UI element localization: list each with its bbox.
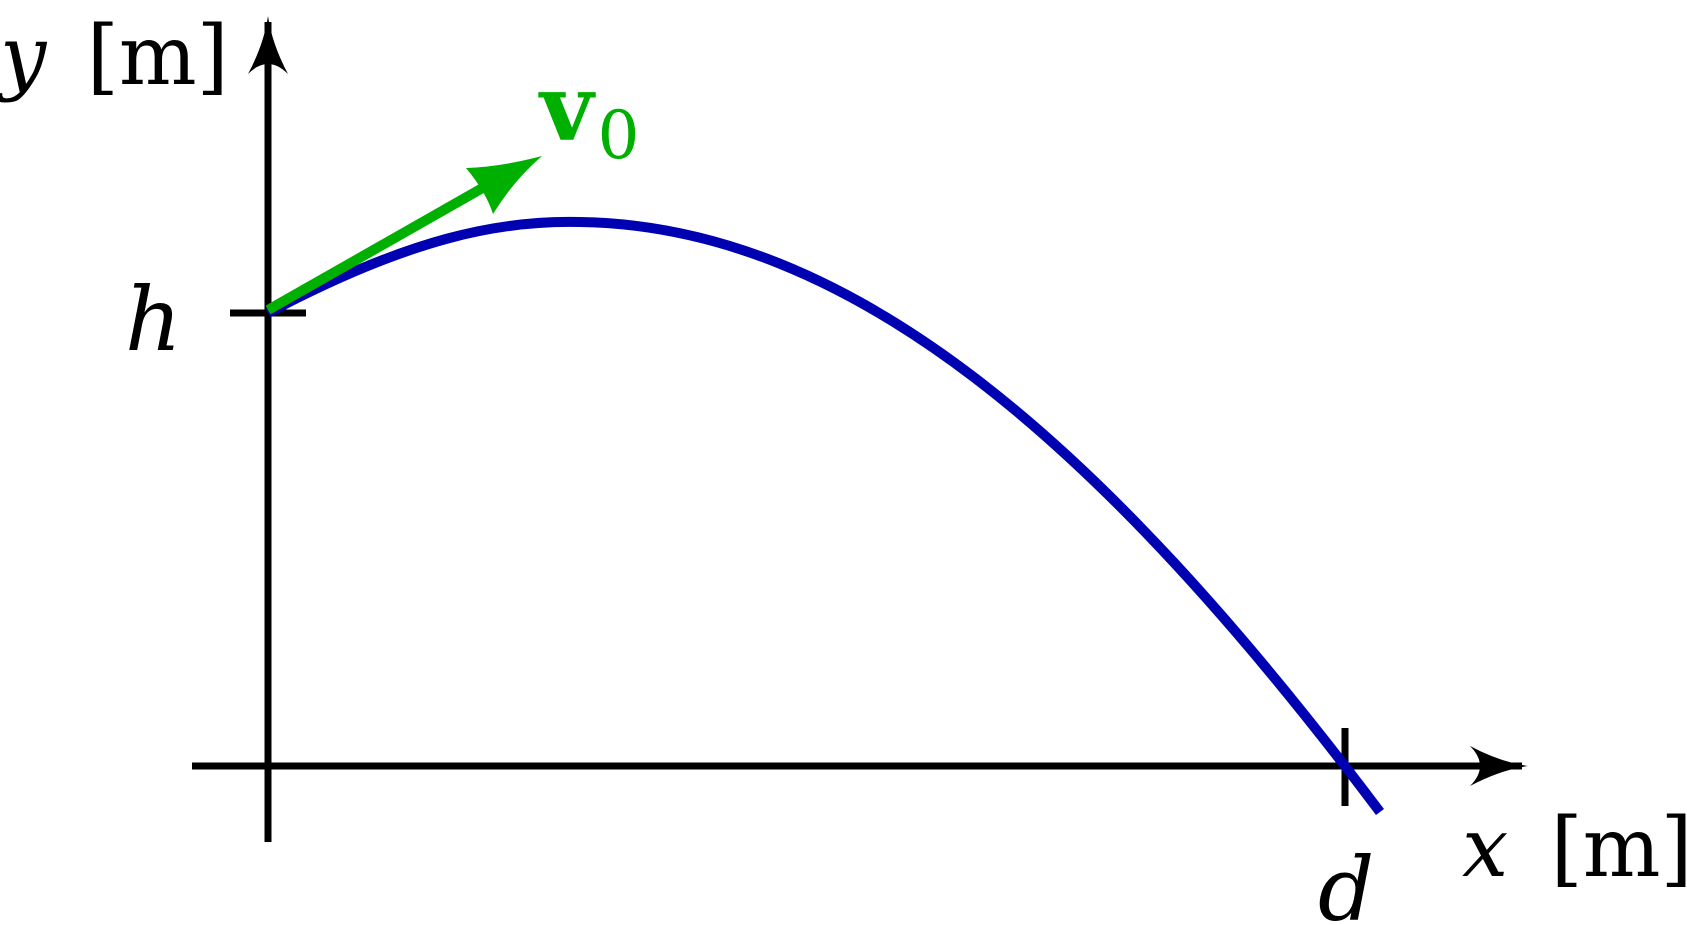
velocity-label: v 0 [538, 54, 639, 174]
y-axis-unit: [m] [87, 9, 229, 104]
x-axis-variable: x [1462, 801, 1508, 896]
x-axis-unit: [m] [1551, 801, 1687, 896]
trajectory-curve [265, 216, 1384, 816]
velocity-arrowhead [466, 156, 542, 214]
y-axis-variable: y [0, 9, 48, 104]
distance-label: d [1318, 838, 1374, 925]
velocity-subscript: 0 [597, 97, 639, 174]
velocity-vector [265, 181, 489, 315]
y-axis-label: y [m] [0, 9, 229, 104]
x-axis-label: x [m] [1462, 801, 1687, 896]
height-label: h [125, 268, 182, 371]
velocity-symbol: v [538, 54, 596, 162]
